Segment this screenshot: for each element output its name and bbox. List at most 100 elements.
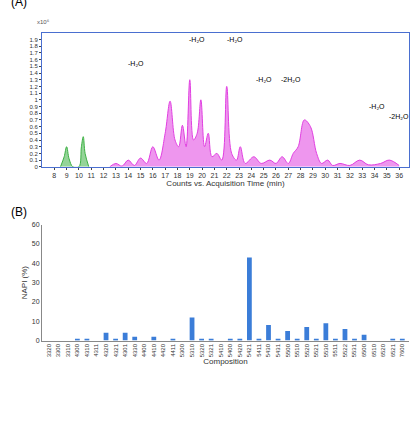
svg-text:3300: 3300 bbox=[55, 343, 61, 357]
svg-text:40: 40 bbox=[32, 260, 40, 267]
svg-text:4300: 4300 bbox=[74, 343, 80, 357]
svg-text:3320: 3320 bbox=[46, 343, 52, 357]
svg-text:-H₂O: -H₂O bbox=[256, 76, 272, 83]
svg-text:4411: 4411 bbox=[170, 343, 176, 357]
svg-text:10: 10 bbox=[75, 172, 83, 179]
svg-text:Counts vs. Acquisition Time (m: Counts vs. Acquisition Time (min) bbox=[166, 179, 285, 188]
svg-text:3310: 3310 bbox=[65, 343, 71, 357]
svg-text:5310: 5310 bbox=[189, 343, 195, 357]
svg-text:4410: 4410 bbox=[151, 343, 157, 357]
svg-text:1.3: 1.3 bbox=[29, 77, 38, 83]
svg-text:14: 14 bbox=[124, 172, 132, 179]
svg-text:15: 15 bbox=[137, 172, 145, 179]
svg-text:20: 20 bbox=[198, 172, 206, 179]
svg-text:28: 28 bbox=[297, 172, 305, 179]
svg-text:30: 30 bbox=[321, 172, 329, 179]
svg-text:34: 34 bbox=[371, 172, 379, 179]
svg-text:4311: 4311 bbox=[93, 343, 99, 357]
svg-text:5531: 5531 bbox=[351, 343, 357, 357]
svg-text:4301: 4301 bbox=[122, 343, 128, 357]
svg-text:29: 29 bbox=[309, 172, 317, 179]
svg-text:5300: 5300 bbox=[179, 343, 185, 357]
svg-text:25: 25 bbox=[260, 172, 268, 179]
svg-text:(A): (A) bbox=[11, 0, 27, 9]
svg-text:4321: 4321 bbox=[113, 343, 119, 357]
svg-text:6510: 6510 bbox=[371, 343, 377, 357]
svg-text:4420: 4420 bbox=[160, 343, 166, 357]
svg-text:5511: 5511 bbox=[332, 343, 338, 357]
svg-text:11: 11 bbox=[88, 172, 95, 179]
svg-text:32: 32 bbox=[346, 172, 354, 179]
svg-text:36: 36 bbox=[395, 172, 403, 179]
svg-text:Composition: Composition bbox=[203, 357, 247, 366]
svg-text:5411: 5411 bbox=[256, 343, 262, 357]
svg-text:33: 33 bbox=[358, 172, 366, 179]
svg-text:4320: 4320 bbox=[103, 343, 109, 357]
svg-text:0.8: 0.8 bbox=[29, 110, 38, 116]
svg-text:10: 10 bbox=[32, 318, 40, 325]
svg-text:5320: 5320 bbox=[199, 343, 205, 357]
svg-text:30: 30 bbox=[32, 279, 40, 286]
svg-text:19: 19 bbox=[186, 172, 194, 179]
svg-text:0.3: 0.3 bbox=[29, 144, 38, 150]
svg-text:5530: 5530 bbox=[323, 343, 329, 357]
svg-text:5430: 5430 bbox=[265, 343, 271, 357]
svg-text:1.6: 1.6 bbox=[29, 57, 38, 63]
svg-text:0.2: 0.2 bbox=[29, 151, 38, 157]
svg-text:1.7: 1.7 bbox=[29, 50, 38, 56]
svg-text:20: 20 bbox=[32, 298, 40, 305]
svg-text:24: 24 bbox=[247, 172, 255, 179]
svg-text:27: 27 bbox=[284, 172, 292, 179]
svg-text:-H₂O: -H₂O bbox=[227, 36, 243, 43]
svg-text:5500: 5500 bbox=[285, 343, 291, 357]
svg-text:x10⁶: x10⁶ bbox=[37, 19, 50, 25]
svg-text:1.4: 1.4 bbox=[29, 70, 38, 76]
svg-text:-H₂O: -H₂O bbox=[128, 60, 144, 67]
svg-text:12: 12 bbox=[100, 172, 108, 179]
svg-text:35: 35 bbox=[383, 172, 391, 179]
svg-text:0: 0 bbox=[36, 337, 40, 344]
svg-text:4330: 4330 bbox=[132, 343, 138, 357]
svg-text:0.4: 0.4 bbox=[29, 137, 38, 143]
svg-text:5510: 5510 bbox=[294, 343, 300, 357]
svg-text:5421: 5421 bbox=[246, 343, 252, 357]
svg-text:5520: 5520 bbox=[304, 343, 310, 357]
svg-text:18: 18 bbox=[174, 172, 182, 179]
svg-text:0.5: 0.5 bbox=[29, 130, 38, 136]
svg-text:0.1: 0.1 bbox=[29, 157, 38, 163]
svg-text:0.9: 0.9 bbox=[29, 104, 38, 110]
svg-text:8: 8 bbox=[52, 172, 56, 179]
svg-text:-H₂O: -H₂O bbox=[369, 103, 385, 110]
svg-text:23: 23 bbox=[235, 172, 243, 179]
svg-text:1.9: 1.9 bbox=[29, 37, 38, 43]
svg-text:6500: 6500 bbox=[361, 343, 367, 357]
svg-text:26: 26 bbox=[272, 172, 280, 179]
svg-text:21: 21 bbox=[211, 172, 219, 179]
svg-text:5321: 5321 bbox=[208, 343, 214, 357]
svg-text:16: 16 bbox=[149, 172, 157, 179]
svg-text:5410: 5410 bbox=[218, 343, 224, 357]
svg-text:50: 50 bbox=[32, 240, 40, 247]
svg-text:0.6: 0.6 bbox=[29, 124, 38, 130]
svg-text:1.5: 1.5 bbox=[29, 63, 38, 69]
svg-text:4400: 4400 bbox=[141, 343, 147, 357]
svg-text:0.7: 0.7 bbox=[29, 117, 38, 123]
svg-text:5431: 5431 bbox=[275, 343, 281, 357]
svg-text:5420: 5420 bbox=[237, 343, 243, 357]
svg-text:-H₂O: -H₂O bbox=[189, 36, 205, 43]
svg-text:6520: 6520 bbox=[380, 343, 386, 357]
svg-text:9: 9 bbox=[65, 172, 69, 179]
svg-text:5522: 5522 bbox=[342, 343, 348, 357]
svg-text:0: 0 bbox=[34, 164, 38, 170]
svg-text:4310: 4310 bbox=[84, 343, 90, 357]
svg-text:1: 1 bbox=[34, 97, 38, 103]
svg-text:1.1: 1.1 bbox=[29, 90, 38, 96]
svg-text:17: 17 bbox=[161, 172, 169, 179]
svg-text:-2H₂O: -2H₂O bbox=[281, 76, 301, 83]
svg-text:22: 22 bbox=[223, 172, 231, 179]
svg-text:5400: 5400 bbox=[227, 343, 233, 357]
svg-text:NAPI (%): NAPI (%) bbox=[21, 266, 30, 300]
svg-text:(B): (B) bbox=[11, 205, 27, 219]
svg-text:13: 13 bbox=[112, 172, 120, 179]
svg-text:-2H₂O: -2H₂O bbox=[389, 113, 409, 120]
